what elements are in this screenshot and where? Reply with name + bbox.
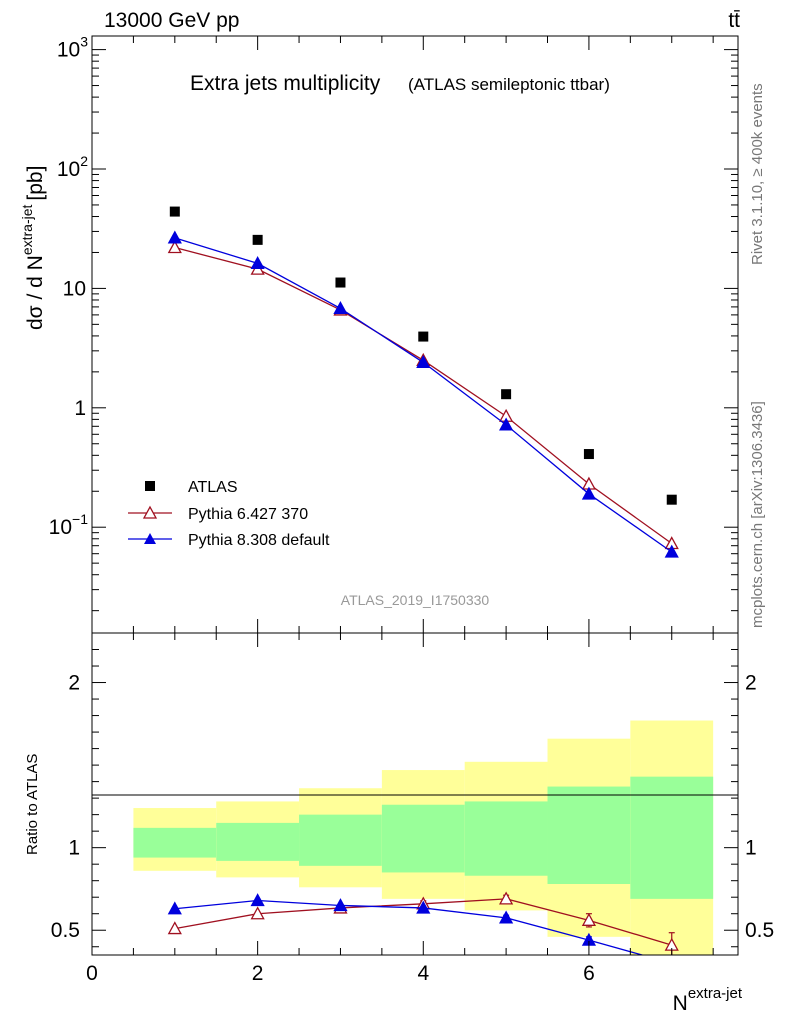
- main-point-series-2: [581, 486, 597, 500]
- svg-text:dσ / d Nextra-jet[pb]: dσ / d Nextra-jet [pb]: [19, 166, 47, 330]
- main-point-atlas: [335, 277, 346, 288]
- main-point-series-2: [664, 544, 679, 558]
- analysis-label: ATLAS_2019_I1750330: [341, 592, 490, 608]
- main-y-axis: 10−1 1 10 102 103: [49, 34, 738, 633]
- ratio-y-tick-label-right: 0.5: [745, 919, 774, 942]
- ratio-frame: [91, 632, 739, 956]
- ratio-point-series-1: [666, 957, 678, 968]
- ratio-point-series-1: [416, 900, 431, 914]
- energy-label: 13000 GeV pp: [104, 9, 239, 32]
- main-y-label-superscript: extra-jet: [19, 204, 35, 255]
- ratio-y-tick-label-right: 1: [745, 837, 757, 860]
- ratio-axes: 0.5 0.5 1 1 2 2 0 2 4 6: [51, 633, 774, 985]
- x-label: N: [673, 992, 688, 1015]
- ratio-y-tick-label-right: 2: [745, 672, 757, 695]
- main-point-series-2: [499, 417, 514, 431]
- main-y-tick-label: 10−1: [49, 511, 89, 539]
- ratio-bands: [133, 720, 714, 955]
- ratio-band-inner: [464, 801, 548, 876]
- x-tick-label: 2: [252, 962, 264, 985]
- ratio-point-series-0: [250, 906, 265, 920]
- legend-marker-pythia8: [144, 533, 156, 544]
- main-point-atlas: [169, 206, 180, 217]
- svg-text:Nextra-jet: Nextra-jet: [673, 985, 743, 1015]
- main-point-series-2: [416, 355, 431, 369]
- ratio-point-series-1: [333, 898, 348, 912]
- ratio-band-inner: [299, 814, 382, 866]
- legend-label-pythia6: Pythia 6.427 370: [188, 506, 308, 523]
- legend-label-pythia8: Pythia 8.308 default: [188, 532, 330, 549]
- legend: ATLAS Pythia 6.427 370 Pythia 8.308 defa…: [128, 479, 330, 549]
- ratio-marks: [167, 891, 679, 968]
- ratio-band-inner: [547, 786, 631, 884]
- main-point-atlas: [418, 331, 429, 342]
- main-point-series-1: [167, 240, 182, 254]
- x-tick-label: 6: [583, 962, 595, 985]
- main-point-atlas: [583, 449, 594, 460]
- ratio-point-series-0: [581, 912, 597, 926]
- ratio-y-tick-label: 0.5: [51, 919, 80, 942]
- ratio-point-series-1: [250, 893, 265, 907]
- ratio-y-tick-label: 1: [68, 837, 80, 860]
- rivet-label: Rivet 3.1.10, ≥ 400k events: [749, 83, 766, 265]
- main-line-series-2: [174, 237, 673, 553]
- mcplots-label: mcplots.cern.ch [arXiv:1306.3436]: [749, 401, 766, 628]
- main-y-tick-label: 1: [74, 397, 86, 420]
- main-panel: 10−1 1 10 102 103 Extra jets multiplicity (A…: [19, 34, 739, 634]
- process-label: tt̄: [728, 9, 740, 32]
- main-y-label: dσ / d N: [24, 255, 47, 330]
- legend-marker-pythia6: [142, 505, 158, 519]
- chart-title: Extra jets multiplicity: [190, 72, 381, 95]
- main-y-tick-label: 103: [57, 34, 88, 62]
- ratio-point-series-1: [499, 910, 514, 924]
- ratio-band-inner: [630, 776, 714, 899]
- main-y-tick-label: 102: [57, 153, 88, 181]
- x-label-superscript: extra-jet: [688, 985, 743, 1002]
- main-y-label-unit: [pb]: [24, 166, 47, 201]
- main-point-atlas: [252, 234, 263, 245]
- ratio-panel: 0.5 0.5 1 1 2 2 0 2 4 6 Ratio to ATLAS Nextra-jet: [24, 632, 774, 1015]
- main-point-series-2: [250, 256, 265, 270]
- chart-subtitle: (ATLAS semileptonic ttbar): [408, 75, 610, 94]
- main-point-atlas: [666, 494, 677, 505]
- main-marks: [167, 206, 679, 558]
- x-tick-label: 4: [417, 962, 429, 985]
- ratio-y-tick-label: 2: [68, 672, 80, 695]
- x-tick-label: 0: [86, 962, 98, 985]
- ratio-band-inner: [381, 804, 465, 873]
- ratio-band-inner: [216, 822, 300, 861]
- ratio-band-inner: [133, 827, 217, 858]
- main-point-atlas: [501, 389, 512, 400]
- ratio-point-series-0: [167, 921, 182, 935]
- ratio-y-label: Ratio to ATLAS: [24, 754, 41, 855]
- legend-label-atlas: ATLAS: [188, 479, 238, 496]
- main-y-tick-label: 10: [63, 277, 86, 300]
- main-point-series-2: [333, 301, 348, 315]
- ratio-point-series-0: [499, 891, 514, 905]
- legend-marker-atlas: [145, 481, 155, 491]
- ratio-point-series-1: [167, 901, 182, 915]
- main-point-series-2: [167, 230, 182, 244]
